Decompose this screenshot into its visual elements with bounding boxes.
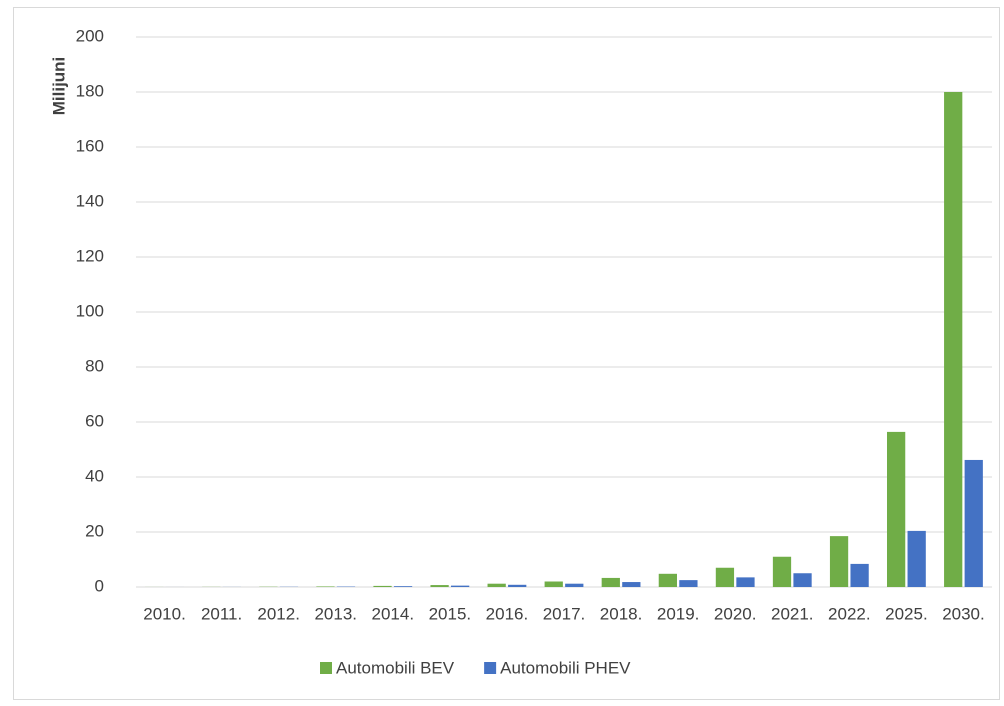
y-tick-label: 40 — [85, 466, 104, 485]
legend-swatch — [320, 662, 332, 674]
y-tick-label: 60 — [85, 411, 104, 430]
x-tick-label: 2017. — [543, 604, 586, 623]
x-tick-label: 2016. — [486, 604, 529, 623]
bar — [793, 573, 812, 587]
legend-label: Automobili PHEV — [500, 658, 631, 677]
bar — [679, 580, 698, 587]
bar — [829, 536, 849, 587]
x-tick-label: 2020. — [714, 604, 757, 623]
x-tick-label: 2022. — [828, 604, 871, 623]
bar — [508, 584, 527, 587]
x-tick-label: 2030. — [942, 604, 985, 623]
x-tick-label: 2019. — [657, 604, 700, 623]
bar — [565, 583, 584, 587]
x-tick-label: 2015. — [429, 604, 472, 623]
x-tick-label: 2012. — [257, 604, 300, 623]
bar — [944, 92, 963, 587]
bar — [430, 585, 449, 587]
bar — [964, 459, 983, 587]
bar — [622, 582, 641, 587]
y-axis-label: Milijuni — [49, 57, 68, 116]
bar — [658, 573, 677, 587]
y-tick-label: 100 — [76, 301, 104, 320]
bar — [487, 583, 506, 587]
bar — [907, 530, 926, 587]
bar — [393, 586, 413, 587]
legend-swatch — [484, 662, 497, 674]
bar — [316, 586, 335, 587]
bar — [373, 585, 392, 587]
bar — [736, 577, 755, 587]
bar — [772, 556, 792, 587]
x-tick-label: 2011. — [201, 604, 242, 623]
y-tick-label: 80 — [85, 356, 104, 375]
y-tick-label: 160 — [76, 136, 104, 155]
x-tick-label: 2013. — [314, 604, 357, 623]
bar — [850, 563, 869, 587]
x-tick-label: 2014. — [372, 604, 415, 623]
chart-border — [13, 7, 1000, 700]
y-tick-label: 200 — [76, 26, 104, 45]
x-tick-label: 2010. — [143, 604, 186, 623]
x-tick-label: 2021. — [771, 604, 814, 623]
y-tick-label: 0 — [95, 576, 104, 595]
y-tick-label: 20 — [85, 521, 104, 540]
x-tick-label: 2018. — [600, 604, 643, 623]
y-tick-label: 140 — [76, 191, 104, 210]
bar — [544, 581, 563, 587]
y-tick-label: 180 — [76, 81, 104, 100]
bar — [715, 567, 735, 587]
y-tick-label: 120 — [76, 246, 104, 265]
bar — [886, 431, 906, 587]
bar — [601, 577, 620, 587]
x-tick-label: 2025. — [885, 604, 928, 623]
legend-label: Automobili BEV — [336, 658, 455, 677]
bar — [451, 585, 470, 587]
